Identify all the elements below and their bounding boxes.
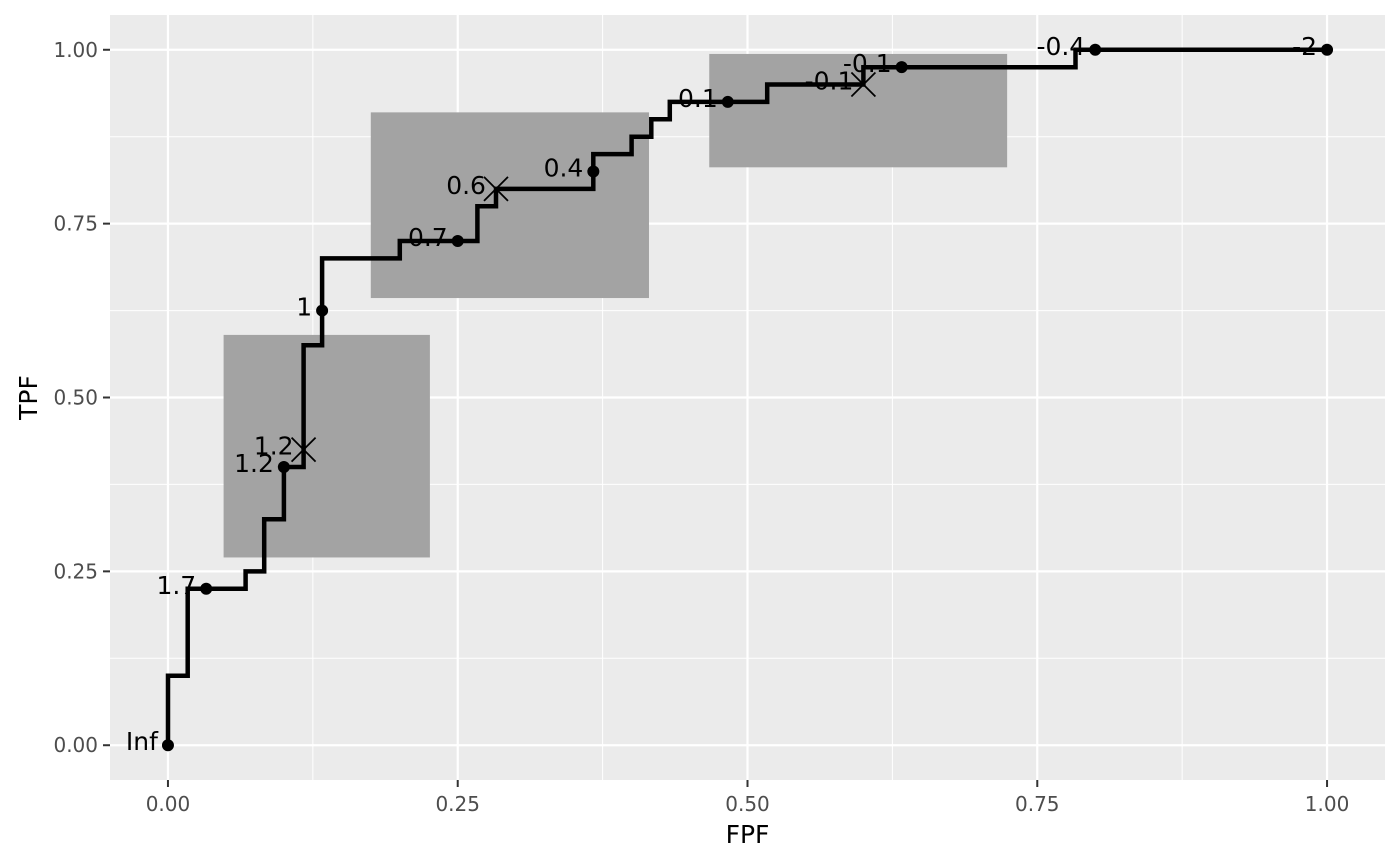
y-tick-label: 1.00 — [53, 38, 98, 62]
y-tick-label: 0.25 — [53, 559, 98, 583]
cutoff-point — [587, 165, 600, 178]
cutoff-labels: Inf 1.7 1.2 1 0.7 0.4 0.1 -0.1 -0.4 -2 1.2 0.6 -0.1 — [126, 32, 1317, 756]
cutoff-point — [1321, 43, 1334, 56]
cutoff-label: -0.1 — [843, 49, 892, 78]
confidence-point-label: 1.2 — [254, 432, 294, 461]
confidence-regions — [223, 53, 1008, 558]
cutoff-label: -0.4 — [1036, 32, 1085, 61]
confidence-region — [223, 334, 430, 558]
y-tick-label: 0.75 — [53, 212, 98, 236]
cutoff-label: 1.2 — [234, 449, 274, 478]
cutoff-points — [161, 43, 1334, 752]
confidence-point-label: 0.6 — [446, 171, 486, 200]
x-axis-ticks: 0.00 0.25 0.50 0.75 1.00 — [146, 780, 1350, 816]
cutoff-point — [895, 61, 908, 74]
y-axis-ticks: 0.00 0.25 0.50 0.75 1.00 — [53, 38, 110, 757]
cutoff-label: 1.7 — [156, 571, 196, 600]
cutoff-point — [161, 739, 174, 752]
cutoff-point — [277, 461, 290, 474]
x-tick-label: 0.75 — [1015, 792, 1060, 816]
cutoff-label: 0.7 — [408, 223, 448, 252]
x-tick-label: 0.25 — [435, 792, 480, 816]
cutoff-label: 0.1 — [678, 84, 718, 113]
cutoff-point — [200, 582, 213, 595]
cutoff-label: Inf — [126, 727, 159, 756]
confidence-point-marker — [483, 176, 509, 202]
roc-step-curve — [165, 47, 1327, 746]
x-tick-label: 0.50 — [725, 792, 770, 816]
y-axis-title: TPF — [14, 375, 43, 421]
y-tick-label: 0.00 — [53, 733, 98, 757]
cutoff-point — [721, 95, 734, 108]
x-tick-label: 0.00 — [146, 792, 191, 816]
confidence-point-marker — [850, 71, 877, 98]
y-tick-label: 0.50 — [53, 386, 98, 410]
confidence-point-markers — [290, 71, 877, 463]
cutoff-point — [1089, 43, 1102, 56]
confidence-region — [709, 53, 1008, 168]
cutoff-label: 0.4 — [544, 153, 584, 182]
marker-stroke — [290, 437, 317, 463]
cutoff-label: 1 — [296, 293, 312, 322]
cutoff-point — [316, 304, 329, 317]
marker-stroke — [850, 71, 877, 98]
confidence-point-marker — [290, 437, 317, 463]
cutoff-label: -2 — [1292, 32, 1317, 61]
cutoff-point — [451, 235, 464, 248]
confidence-region — [370, 112, 649, 299]
confidence-point-label: -0.1 — [805, 67, 854, 96]
x-tick-label: 1.00 — [1305, 792, 1350, 816]
marker-stroke — [483, 176, 509, 202]
x-axis-title: FPF — [726, 820, 770, 849]
